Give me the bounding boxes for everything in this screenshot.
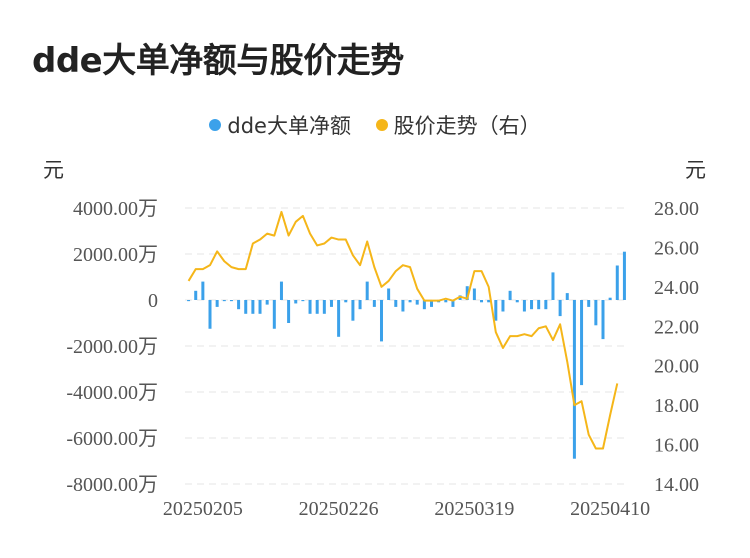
legend: dde大单净额 股价走势（右）: [0, 110, 750, 140]
bar: [365, 281, 369, 300]
legend-item-price[interactable]: 股价走势（右）: [375, 110, 541, 140]
bar: [279, 281, 283, 300]
legend-label-price: 股价走势（右）: [393, 114, 541, 138]
bar: [480, 300, 484, 303]
left-tick-label: 0: [148, 290, 158, 312]
bar: [329, 300, 333, 307]
x-tick-label: 20250226: [299, 498, 379, 520]
bar: [465, 286, 469, 300]
bar: [408, 300, 412, 303]
bar: [308, 300, 312, 314]
bar: [430, 300, 434, 307]
legend-label-dde: dde大单净额: [227, 114, 351, 138]
bar: [565, 293, 569, 300]
bar: [344, 300, 348, 303]
right-tick-label: 24.00: [654, 277, 699, 299]
bar: [472, 288, 476, 300]
bar: [337, 300, 341, 337]
bar: [258, 300, 262, 314]
bar: [394, 300, 398, 307]
right-tick-label: 16.00: [654, 435, 699, 457]
bar: [237, 300, 241, 310]
legend-swatch-price: [375, 119, 388, 131]
bar: [294, 300, 298, 304]
bar: [508, 290, 512, 300]
bar: [401, 300, 405, 312]
bar: [272, 300, 276, 329]
bar: [622, 251, 626, 300]
right-tick-label: 18.00: [654, 395, 699, 417]
bar: [501, 300, 505, 312]
left-tick-label: -8000.00万: [66, 474, 158, 496]
bar: [187, 300, 191, 302]
bar: [208, 300, 212, 329]
line-series: [187, 210, 619, 450]
chart-title: dde大单净额与股价走势: [32, 41, 404, 81]
right-axis-unit: 元: [685, 158, 706, 182]
left-tick-label: 4000.00万: [73, 198, 158, 220]
bar: [494, 300, 498, 321]
bar: [358, 300, 362, 310]
left-axis-unit: 元: [43, 158, 64, 182]
bar: [265, 300, 269, 305]
bar: [515, 300, 519, 303]
right-tick-label: 14.00: [654, 474, 699, 496]
bar: [372, 300, 376, 307]
bar: [558, 300, 562, 317]
bar: [580, 300, 584, 386]
bar: [608, 297, 612, 300]
right-tick-label: 26.00: [654, 237, 699, 259]
left-tick-label: -4000.00万: [66, 382, 158, 404]
bar: [587, 300, 591, 307]
bar: [201, 281, 205, 300]
left-tick-label: 2000.00万: [73, 244, 158, 266]
right-tick-label: 28.00: [654, 198, 699, 220]
right-tick-label: 22.00: [654, 316, 699, 338]
bar: [444, 300, 448, 303]
bar: [601, 300, 605, 340]
x-axis: 20250205 20250226 20250319 20250410: [163, 498, 650, 520]
bar: [387, 288, 391, 300]
bar: [572, 300, 576, 459]
bar: [551, 272, 555, 300]
right-tick-label: 20.00: [654, 356, 699, 378]
bar: [322, 300, 326, 314]
left-tick-label: -6000.00万: [66, 428, 158, 450]
bar: [244, 300, 248, 314]
bar: [287, 300, 291, 323]
bar: [537, 300, 541, 310]
x-tick-label: 20250319: [434, 498, 514, 520]
bar: [222, 300, 226, 302]
bar: [544, 300, 548, 310]
bar: [487, 300, 491, 303]
bar-series: [187, 251, 626, 459]
x-tick-label: 20250205: [163, 498, 243, 520]
bar: [451, 300, 455, 307]
right-axis: 28.00 26.00 24.00 22.00 20.00 18.00 16.00 14.00: [654, 198, 699, 496]
bar: [415, 300, 419, 305]
left-axis: 4000.00万 2000.00万 0 -2000.00万 -4000.00万 -6000…: [66, 198, 158, 496]
bar: [522, 300, 526, 312]
left-tick-label: -2000.00万: [66, 336, 158, 358]
x-tick-label: 20250410: [570, 498, 650, 520]
bar: [379, 300, 383, 342]
bar: [229, 300, 233, 302]
bar: [315, 300, 319, 314]
bar: [194, 290, 198, 300]
bar: [594, 300, 598, 326]
bar: [615, 265, 619, 300]
legend-item-dde[interactable]: dde大单净额: [209, 110, 351, 140]
bar: [301, 300, 305, 302]
bar: [530, 300, 534, 310]
bar: [422, 300, 426, 310]
legend-swatch-dde: [209, 119, 222, 131]
bar: [215, 300, 219, 307]
price-line: [187, 210, 619, 450]
bar: [351, 300, 355, 321]
bar: [251, 300, 255, 314]
